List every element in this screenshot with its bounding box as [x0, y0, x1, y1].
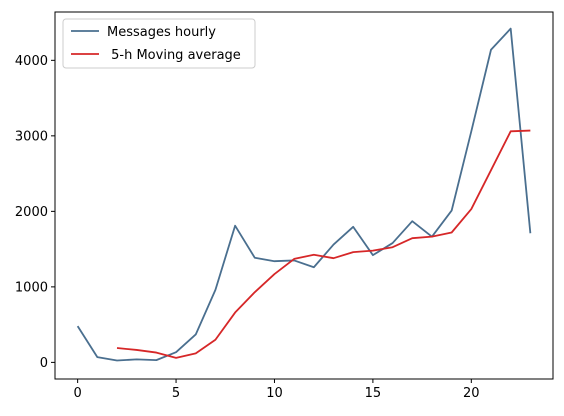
legend-label-messages-hourly: Messages hourly: [107, 25, 216, 40]
legend: Messages hourly 5-h Moving average: [62, 18, 256, 69]
y-tick-label: 2000: [15, 205, 48, 220]
legend-label-moving-average: 5-h Moving average: [107, 48, 241, 63]
x-tick-label: 0: [73, 386, 81, 401]
y-tick-label: 3000: [15, 129, 48, 144]
x-tick-label: 5: [172, 386, 180, 401]
plot-area-frame: [54, 11, 554, 380]
y-tick-label: 4000: [15, 54, 48, 69]
series-layer: [76, 27, 532, 362]
series-line-messages-hourly: [76, 27, 532, 362]
legend-box: [62, 18, 256, 69]
x-tick-label: 15: [365, 386, 382, 401]
x-tick-label: 10: [266, 386, 283, 401]
y-tick-label: 1000: [15, 280, 48, 295]
series-line-moving-average: [116, 129, 531, 359]
y-tick-label: 0: [40, 356, 48, 371]
axis-ticks: 0 5 10 15 20 0 1000 2000 3000 4000: [15, 54, 480, 401]
x-tick-label: 20: [463, 386, 480, 401]
